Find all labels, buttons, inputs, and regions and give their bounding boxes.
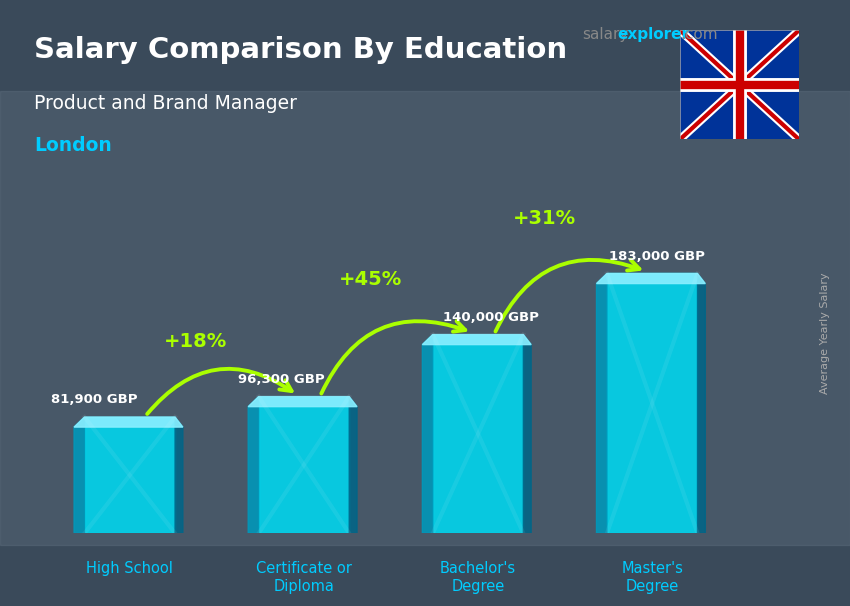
Polygon shape [74, 417, 84, 533]
Polygon shape [248, 396, 357, 407]
Text: Bachelor's
Degree: Bachelor's Degree [440, 561, 516, 594]
Text: Average Yearly Salary: Average Yearly Salary [819, 273, 830, 394]
Text: Certificate or
Diploma: Certificate or Diploma [256, 561, 352, 594]
Text: +45%: +45% [338, 270, 402, 288]
Bar [433, 335, 524, 533]
Bar [258, 396, 349, 533]
Bar [607, 273, 698, 533]
Text: Salary Comparison By Education: Salary Comparison By Education [34, 36, 567, 64]
Text: 81,900 GBP: 81,900 GBP [51, 393, 138, 406]
Text: .com: .com [680, 27, 717, 42]
Text: +18%: +18% [164, 331, 228, 351]
Text: 183,000 GBP: 183,000 GBP [609, 250, 705, 263]
Text: London: London [34, 136, 111, 155]
Polygon shape [248, 396, 258, 533]
Text: Master's
Degree: Master's Degree [621, 561, 683, 594]
Text: High School: High School [87, 561, 173, 576]
FancyArrowPatch shape [147, 369, 292, 414]
FancyArrowPatch shape [496, 260, 639, 331]
Text: 96,300 GBP: 96,300 GBP [238, 373, 325, 386]
Polygon shape [422, 335, 433, 533]
Text: explorer: explorer [617, 27, 689, 42]
Bar [84, 417, 175, 533]
Polygon shape [597, 273, 607, 533]
Text: salary: salary [582, 27, 629, 42]
Text: 140,000 GBP: 140,000 GBP [443, 311, 539, 324]
Polygon shape [349, 396, 357, 533]
Polygon shape [698, 273, 705, 533]
Text: +31%: +31% [513, 208, 575, 228]
Polygon shape [524, 335, 531, 533]
Text: Product and Brand Manager: Product and Brand Manager [34, 94, 297, 113]
Polygon shape [74, 417, 183, 427]
Polygon shape [422, 335, 531, 345]
Polygon shape [597, 273, 705, 284]
Polygon shape [175, 417, 183, 533]
FancyArrowPatch shape [321, 321, 465, 393]
